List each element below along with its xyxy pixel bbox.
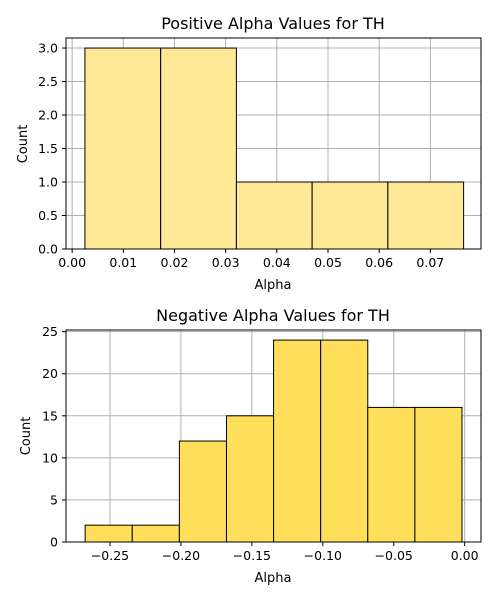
bars — [84, 339, 463, 543]
histogram-bar — [273, 339, 322, 543]
histogram-bar — [225, 415, 275, 543]
negative-alpha-histogram: Negative Alpha Values for TH −0.25 −0.20−… — [19, 306, 482, 586]
y-tick-label: 3.0 — [38, 41, 58, 56]
histogram-bar — [235, 181, 313, 250]
y-tick-label: 0.5 — [38, 208, 58, 223]
x-tick-label: −0.15 — [233, 548, 271, 563]
y-tick-label: 0 — [50, 535, 58, 550]
histogram-bar — [160, 47, 237, 250]
y-tick-label: 5 — [50, 492, 58, 507]
y-tick-label: 25 — [42, 324, 58, 339]
histogram-bar — [311, 181, 389, 250]
y-tick-label: 2.5 — [38, 74, 58, 89]
y-tick-label: 1.5 — [38, 141, 58, 156]
chart-title: Negative Alpha Values for TH — [156, 306, 390, 325]
x-axis-label: Alpha — [255, 571, 292, 586]
y-axis-label: Count — [19, 417, 34, 456]
axes-frame — [65, 329, 482, 543]
x-axis-label: Alpha — [255, 278, 292, 293]
histogram-bar — [414, 406, 463, 543]
chart-title: Positive Alpha Values for TH — [161, 14, 385, 33]
y-tick-label: 0.0 — [38, 242, 58, 257]
x-tick-label: −0.20 — [162, 548, 200, 563]
y-axis-label: Count — [16, 125, 31, 164]
y-tick-label: 2.0 — [38, 108, 58, 123]
y-tick-label: 10 — [42, 450, 58, 465]
histogram-bar — [84, 524, 133, 543]
y-tick-label: 15 — [42, 408, 58, 423]
tick-labels: 0.00 0.01 0.02 0.03 0.04 0.05 0.06 0.07 0.0 0.5 1.… — [38, 41, 444, 270]
histogram-bar — [178, 440, 227, 543]
x-tick-label: −0.05 — [375, 548, 413, 563]
x-tick-label: 0.02 — [161, 255, 189, 270]
x-tick-label: 0.00 — [58, 255, 86, 270]
histogram-bar — [367, 406, 416, 543]
tick-labels: −0.25 −0.20 −0.15 −0.10 −0.05 0.00 0 5 10 15 20 25 — [42, 324, 479, 563]
x-tick-label: 0.00 — [451, 548, 479, 563]
histogram-bar — [131, 524, 180, 543]
y-tick-label: 20 — [42, 366, 58, 381]
axes-frame — [65, 37, 482, 250]
y-tick-label: 1.0 — [38, 175, 58, 190]
x-tick-label: −0.10 — [304, 548, 342, 563]
x-tick-label: −0.25 — [91, 548, 129, 563]
x-tick-label: 0.01 — [109, 255, 137, 270]
bars — [84, 47, 465, 250]
histogram-bar — [320, 339, 369, 543]
x-tick-label: 0.05 — [314, 255, 342, 270]
positive-alpha-histogram: Positive Alpha Values for TH 0.00 0.01 0.0… — [16, 14, 482, 293]
x-tick-label: 0.06 — [365, 255, 393, 270]
histogram-bar — [84, 47, 162, 250]
histogram-bar — [387, 181, 465, 250]
x-tick-label: 0.07 — [416, 255, 444, 270]
x-tick-label: 0.04 — [263, 255, 291, 270]
x-tick-label: 0.03 — [212, 255, 240, 270]
